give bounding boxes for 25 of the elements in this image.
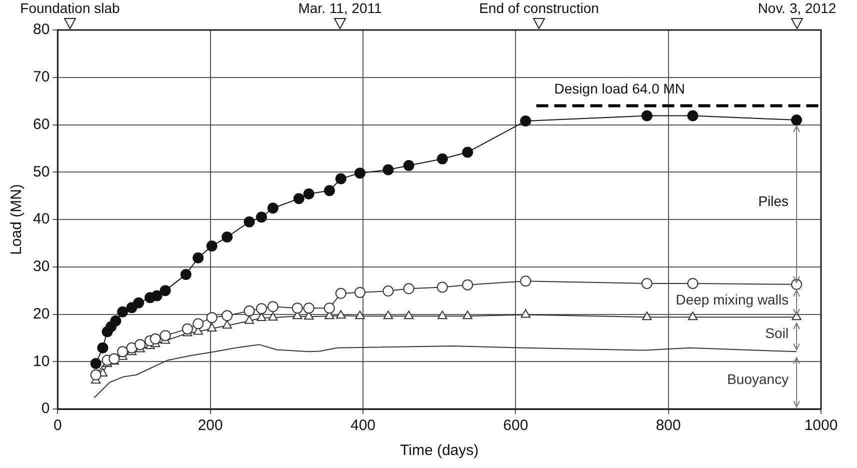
y-tick-label: 80 <box>32 21 50 38</box>
x-tick-label: 200 <box>198 417 223 434</box>
y-tick-label: 50 <box>32 163 50 180</box>
series-label: Buoyancy <box>727 371 789 388</box>
series-label: Soil <box>765 325 789 342</box>
text: Foundation slab <box>20 0 120 16</box>
y-tick-label: 10 <box>32 352 50 370</box>
text: Piles <box>758 193 789 210</box>
text: Nov. 3, 2012 <box>758 0 836 16</box>
x-tick-label: 0 <box>54 417 62 434</box>
y-tick-label: 20 <box>32 305 50 322</box>
x-tick-label: 400 <box>350 417 376 434</box>
y-tick-label: 40 <box>32 210 50 228</box>
y-tick-label: 0 <box>41 400 50 418</box>
y-tick-label: 60 <box>32 116 50 133</box>
y-tick-label: 70 <box>32 68 50 86</box>
x-tick-label: 800 <box>656 417 681 434</box>
text: End of construction <box>479 0 599 16</box>
x-tick-label: 1000 <box>804 417 838 434</box>
series-label: Deep mixing walls <box>676 292 789 308</box>
y-axis-title: Load (MN) <box>8 184 26 255</box>
x-tick-label: 600 <box>503 417 528 434</box>
x-axis-title: Time (days) <box>400 442 479 460</box>
text: Mar. 11, 2011 <box>298 0 382 16</box>
y-tick-label: 30 <box>32 258 50 276</box>
